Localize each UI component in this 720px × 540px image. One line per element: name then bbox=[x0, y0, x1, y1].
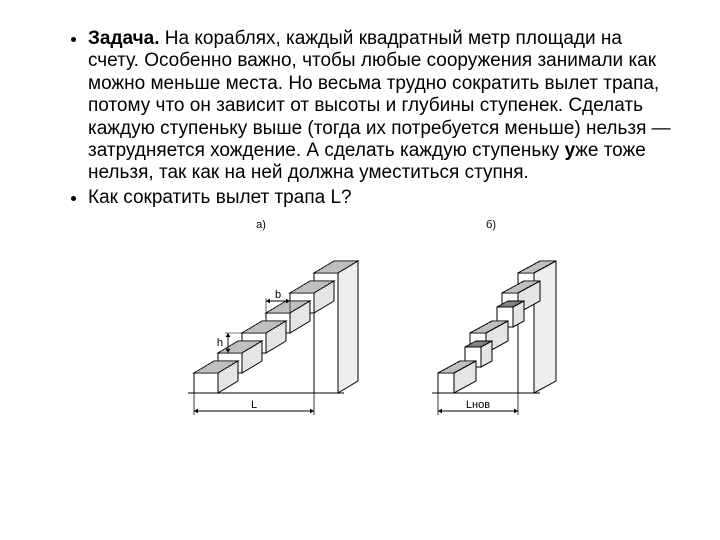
bullet-item-2: Как сократить вылет трапа L? bbox=[88, 187, 672, 209]
svg-text:b: b bbox=[275, 289, 281, 301]
bullet-list: Задача. На кораблях, каждый квадратный м… bbox=[60, 28, 672, 209]
svg-text:Lнов: Lнов bbox=[466, 399, 490, 411]
diagram-b-wrapper: б) Lнов bbox=[406, 219, 576, 423]
svg-text:h: h bbox=[217, 337, 223, 349]
diagram-b-caption: б) bbox=[406, 219, 576, 231]
svg-text:L: L bbox=[251, 399, 257, 411]
task-prefix: Задача. bbox=[88, 28, 160, 49]
diagrams-row: а) Lh b б) Lнов bbox=[60, 219, 672, 423]
diagram-a-wrapper: а) Lh b bbox=[156, 219, 366, 423]
question-text: Как сократить вылет трапа L? bbox=[88, 187, 352, 208]
diagram-b-svg: Lнов bbox=[406, 233, 576, 423]
bullet-item-1: Задача. На кораблях, каждый квадратный м… bbox=[88, 28, 672, 185]
diagram-a-svg: Lh b bbox=[156, 233, 366, 423]
page: Задача. На кораблях, каждый квадратный м… bbox=[0, 0, 720, 433]
uzhe-bold: у bbox=[565, 140, 576, 161]
diagram-a-caption: а) bbox=[156, 219, 366, 231]
